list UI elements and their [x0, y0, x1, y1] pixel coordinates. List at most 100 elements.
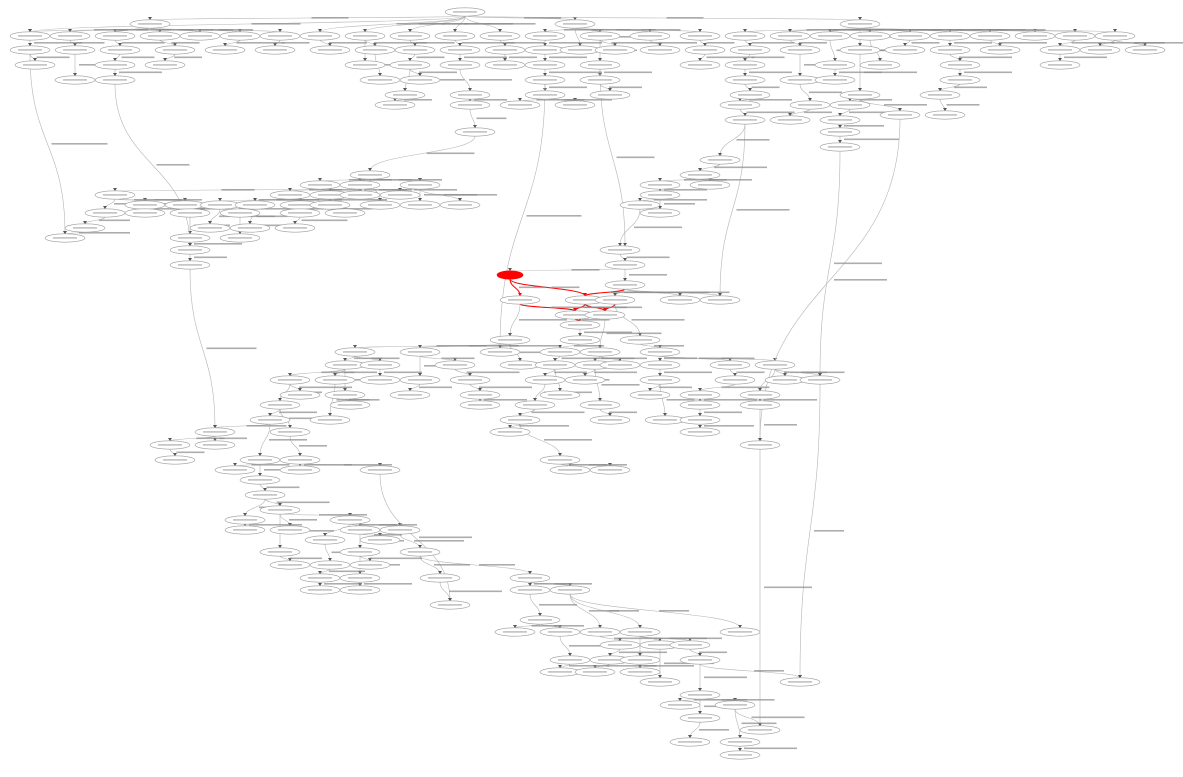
edge-label: [479, 564, 515, 566]
edge-label: [159, 29, 193, 31]
arrowhead-icon: [858, 88, 862, 91]
edge-label: [434, 564, 470, 566]
node-label: [493, 49, 517, 51]
arrowhead-icon: [168, 438, 172, 441]
node-label: [708, 159, 732, 161]
edge-label: [221, 189, 255, 191]
node-label: [528, 619, 552, 621]
node-label: [188, 35, 212, 37]
edge-label: [1134, 42, 1183, 44]
arrowhead-icon: [208, 221, 212, 224]
node-label: [213, 49, 237, 51]
edge-label: [849, 111, 887, 114]
edge-label: [564, 29, 603, 31]
node-label: [318, 564, 342, 566]
node-label: [138, 23, 162, 25]
graph-edge: [169, 435, 216, 442]
node-label: [1133, 49, 1157, 51]
graph-edge: [29, 53, 66, 235]
edge-label: [554, 625, 584, 627]
node-label: [63, 49, 87, 51]
edge-label: [614, 306, 642, 309]
arrowhead-icon: [698, 388, 702, 391]
edge-label: [509, 345, 559, 347]
arrowhead-icon: [798, 675, 802, 678]
node-label: [763, 364, 787, 366]
node-label: [733, 64, 757, 66]
edge-label: [399, 179, 442, 181]
graph-edge: [319, 15, 466, 33]
arrowhead-icon: [418, 73, 422, 76]
edge-label: [276, 199, 320, 201]
graph-edge: [509, 278, 586, 297]
edge-label: [79, 232, 130, 234]
arrowhead-icon: [558, 665, 562, 668]
node-label: [598, 419, 622, 421]
graph-edge: [114, 83, 191, 247]
arrowhead-icon: [28, 43, 32, 46]
node-label: [568, 324, 592, 326]
edge-label: [534, 583, 572, 585]
graph-edge: [164, 53, 176, 62]
graph-edge: [409, 383, 421, 392]
node-label: [938, 49, 962, 51]
edge-label: [414, 189, 457, 191]
node-label: [603, 49, 627, 51]
edge-label: [466, 371, 520, 374]
arrowhead-icon: [608, 653, 612, 656]
edge-label: [251, 23, 301, 25]
node-label: [103, 35, 127, 37]
node-label: [488, 35, 512, 37]
node-label: [288, 459, 312, 461]
arrowhead-icon: [858, 17, 862, 20]
node-label: [688, 404, 712, 406]
edge-labels-layer: [34, 17, 1183, 750]
arrowhead-icon: [408, 388, 412, 391]
graph-edge: [719, 123, 746, 157]
arrowhead-icon: [538, 613, 542, 616]
edge-label: [469, 79, 512, 81]
edge-label: [704, 411, 742, 414]
arrowhead-icon: [73, 43, 77, 46]
node-label: [103, 79, 127, 81]
node-label: [398, 35, 422, 37]
edge-label: [834, 279, 887, 281]
edge-label: [114, 29, 148, 31]
arrowhead-icon: [743, 73, 747, 76]
edge-label: [359, 524, 397, 526]
node-label: [563, 104, 587, 106]
edge-label: [419, 536, 472, 539]
node-label: [648, 681, 672, 683]
node-label: [318, 49, 342, 51]
node-label: [448, 204, 472, 206]
node-label: [573, 299, 597, 301]
node-label: [458, 94, 482, 96]
node-label: [318, 204, 342, 206]
edge-label: [341, 208, 373, 210]
node-label: [498, 431, 522, 433]
arrowhead-icon: [743, 29, 747, 32]
arrowhead-icon: [718, 153, 722, 156]
graph-edge: [819, 150, 841, 377]
node-label: [823, 64, 847, 66]
edge-label: [664, 371, 712, 374]
node-label: [408, 551, 432, 553]
edge-label: [659, 386, 692, 389]
arrowhead-icon: [293, 221, 297, 224]
arrowhead-icon: [698, 58, 702, 61]
node-label: [393, 94, 417, 96]
arrowhead-icon: [273, 43, 277, 46]
node-label: [458, 379, 482, 381]
edge-label: [884, 104, 927, 106]
arrowhead-icon: [748, 88, 752, 91]
edge-label: [51, 143, 108, 145]
edge-label: [549, 42, 602, 44]
node-label: [613, 284, 637, 286]
arrowhead-icon: [288, 425, 292, 428]
arrowhead-icon: [598, 625, 602, 628]
edge-label: [1071, 42, 1115, 44]
edge-label: [449, 590, 502, 593]
node-label: [518, 589, 542, 591]
node-label: [778, 35, 802, 37]
arrowhead-icon: [473, 125, 477, 128]
